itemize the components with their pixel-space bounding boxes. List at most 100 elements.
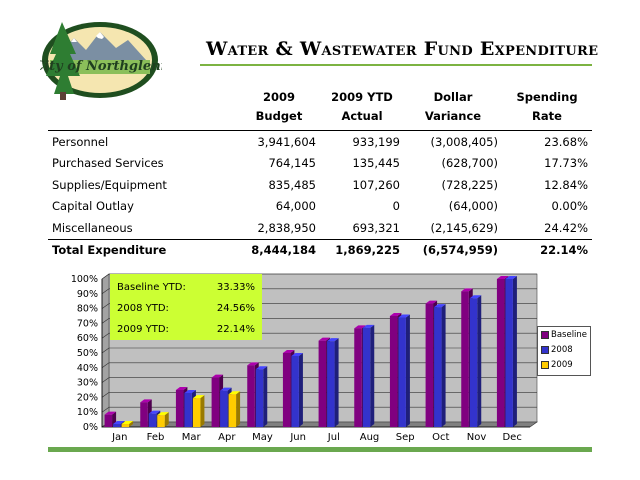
x-tick-label: Sep — [396, 432, 415, 443]
bar-side — [164, 412, 169, 427]
legend-label: 2008 — [551, 345, 573, 355]
bar — [121, 424, 130, 427]
logo-text: City of Northglenn — [40, 59, 162, 74]
row-budget: 835,485 — [268, 177, 316, 192]
bar — [175, 390, 184, 427]
bar-top — [327, 338, 339, 342]
bar — [434, 307, 442, 427]
bar — [398, 317, 406, 427]
bar-top — [121, 421, 134, 425]
header-rate: Spending Rate — [502, 88, 592, 131]
info-row-2008: 2008 YTD: 24.56% — [117, 303, 255, 317]
bar-side — [405, 314, 410, 427]
info-value: 22.14% — [216, 324, 255, 335]
bar-top — [211, 374, 224, 378]
row-variance: (3,008,405) — [430, 134, 498, 149]
legend-item-baseline: Baseline — [541, 330, 587, 342]
header-blank — [48, 88, 238, 131]
bar — [505, 279, 513, 427]
gridline-diag — [101, 377, 110, 383]
bar — [496, 279, 505, 427]
bar-top — [175, 387, 188, 390]
y-tick-label: 50% — [77, 348, 98, 359]
bar-top — [104, 411, 117, 415]
gridline-diag — [101, 303, 110, 309]
row-rate: 24.42% — [544, 220, 588, 235]
x-tick-label: Jan — [111, 432, 127, 443]
total-actual: 1,869,225 — [320, 238, 404, 261]
info-label: 2008 YTD: — [117, 303, 169, 314]
header-actual: 2009 YTD Actual — [320, 88, 404, 131]
bar-top — [434, 304, 446, 308]
page-title: Water & Wastewater Fund Expenditure — [206, 38, 599, 60]
bar — [389, 316, 398, 427]
x-tick-label: Aug — [360, 432, 380, 443]
bar-top — [255, 366, 268, 370]
row-actual: 693,321 — [352, 220, 400, 235]
legend-label: Baseline — [551, 330, 588, 340]
info-value: 33.33% — [216, 282, 255, 293]
bar — [255, 369, 264, 427]
legend-item-2008: 2008 — [541, 345, 573, 357]
bar-side — [334, 338, 339, 427]
x-tick-label: Feb — [147, 432, 165, 443]
row-actual: 107,260 — [352, 177, 400, 192]
bar-side — [236, 391, 241, 427]
row-label: Capital Outlay — [52, 199, 134, 214]
bar — [354, 328, 362, 427]
table-row: Capital Outlay 64,000 0 (64,000) 0.00% — [48, 196, 592, 218]
total-variance: (6,574,959) — [404, 238, 502, 261]
total-label: Total Expenditure — [48, 238, 238, 261]
bar — [228, 394, 237, 427]
gridline-diag — [101, 332, 110, 339]
y-tick-label: 0% — [83, 422, 98, 433]
row-budget: 764,145 — [268, 156, 316, 171]
bar-top — [282, 350, 295, 353]
x-tick-label: Mar — [182, 432, 202, 443]
bar — [282, 353, 291, 427]
bar-top — [318, 337, 331, 341]
x-tick-label: Apr — [218, 432, 236, 443]
table-row: Supplies/Equipment 835,485 107,260 (728,… — [48, 174, 592, 196]
row-rate: 0.00% — [551, 199, 588, 214]
gridline-diag — [101, 362, 110, 369]
info-label: 2009 YTD: — [117, 324, 169, 335]
bar-top — [505, 276, 517, 279]
bar — [469, 298, 478, 427]
bar — [291, 355, 299, 427]
row-variance: (2,145,629) — [430, 220, 498, 235]
bar — [104, 414, 113, 427]
bar-side — [370, 324, 375, 427]
ytd-info-box: Baseline YTD: 33.33% 2008 YTD: 24.56% 20… — [110, 274, 262, 340]
bar — [140, 402, 148, 427]
y-tick-label: 100% — [71, 274, 98, 285]
bar — [192, 398, 201, 427]
y-tick-label: 30% — [77, 378, 98, 389]
y-tick-label: 20% — [77, 392, 98, 403]
bar-side — [298, 352, 303, 427]
row-label: Personnel — [52, 134, 109, 149]
bar-top — [389, 313, 402, 316]
bar-top — [291, 352, 303, 356]
bar-top — [157, 412, 169, 416]
row-actual: 135,445 — [352, 156, 400, 171]
row-label: Supplies/Equipment — [52, 177, 167, 192]
info-value: 24.56% — [216, 303, 255, 314]
gridline-diag — [101, 347, 110, 354]
table-total-row: Total Expenditure 8,444,184 1,869,225 (6… — [48, 238, 592, 261]
y-tick-label: 10% — [77, 407, 98, 418]
bar — [184, 392, 192, 427]
row-budget: 2,838,950 — [257, 220, 316, 235]
total-rate: 22.14% — [502, 238, 592, 261]
northglenn-logo: City of Northglenn — [34, 14, 170, 104]
row-rate: 23.68% — [544, 134, 588, 149]
table-row: Miscellaneous 2,838,950 693,321 (2,145,6… — [48, 217, 592, 239]
bottom-divider — [48, 447, 592, 452]
row-rate: 17.73% — [544, 156, 588, 171]
row-actual: 0 — [392, 199, 400, 214]
bar-side — [200, 395, 205, 427]
table-header-row: 2009 Budget 2009 YTD Actual Dollar Variance… — [48, 88, 592, 131]
gridline-diag — [101, 406, 110, 413]
bar — [461, 291, 469, 427]
info-row-2009: 2009 YTD: 22.14% — [117, 324, 255, 338]
